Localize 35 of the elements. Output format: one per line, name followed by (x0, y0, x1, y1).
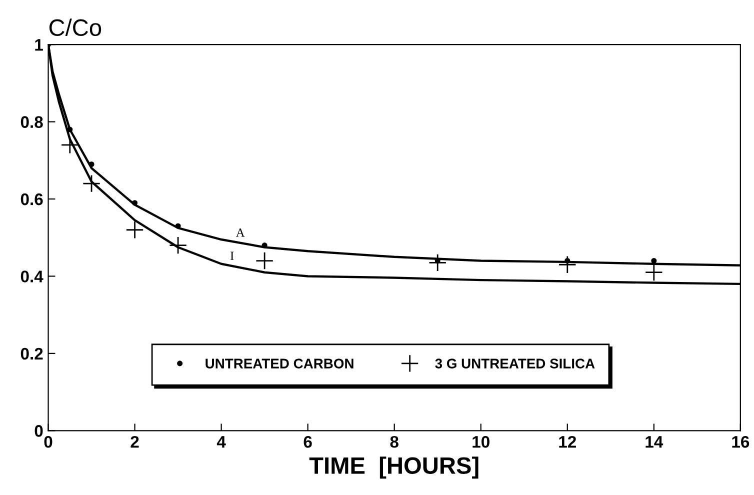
y-tick-label: 0.4 (20, 270, 44, 282)
point (175, 223, 181, 229)
point (428, 254, 447, 272)
x-tick-label: 16 (732, 436, 750, 448)
x-axis-title: TIME [HOURS] (309, 456, 478, 479)
x-tick-label: 10 (472, 436, 490, 448)
point (82, 174, 101, 193)
point (644, 263, 663, 282)
annotation: A (236, 228, 245, 237)
x-tick-label: 12 (559, 436, 576, 448)
x-tick-label: 14 (646, 436, 664, 448)
point (126, 220, 144, 239)
point (564, 258, 570, 264)
legend-label: UNTREATED CARBON (206, 358, 354, 368)
y-tick-label: 0 (34, 425, 43, 437)
point (256, 252, 274, 270)
point (558, 256, 576, 274)
x-tick-label: 6 (304, 436, 312, 448)
point (169, 236, 188, 254)
x-tick-label: 8 (390, 436, 398, 448)
y-tick-label: 0.2 (20, 348, 43, 360)
annotation: I (230, 252, 234, 260)
point (67, 126, 73, 132)
point (262, 242, 268, 248)
point (88, 161, 94, 168)
y-tick-label: 0.6 (20, 193, 43, 206)
point (60, 136, 79, 154)
y-tick-label: 1 (35, 39, 43, 51)
x-tick-label: 0 (44, 436, 52, 448)
legend-label: 3 G UNTREATED SILICA (435, 358, 595, 368)
x-tick-label: 2 (130, 436, 139, 448)
y-axis-title: C/Co (49, 18, 102, 36)
y-tick-label: 0.8 (20, 116, 43, 128)
point (132, 200, 138, 206)
x-tick-label: 4 (216, 436, 226, 448)
